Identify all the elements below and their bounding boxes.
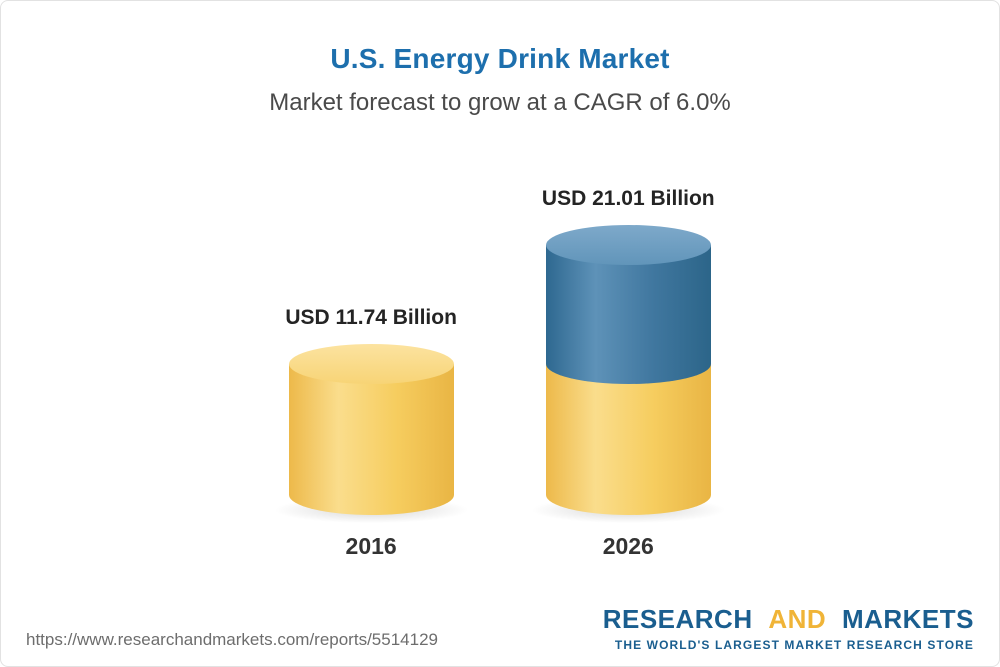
chart-title: U.S. Energy Drink Market: [330, 43, 670, 74]
bar-group-2026: USD 21.01 Billion 2026: [517, 187, 739, 560]
bar-group-2016: USD 11.74 Billion 2016: [260, 306, 482, 560]
research-and-markets-logo: RESEARCH AND MARKETS THE WORLD'S LARGEST…: [603, 605, 974, 652]
cylinder-2026: [517, 225, 739, 525]
logo-wordmark: RESEARCH AND MARKETS: [603, 605, 974, 634]
logo-word-research: RESEARCH: [602, 604, 753, 635]
cylinder-2026-base-segment: [545, 364, 711, 515]
cylinder-2026-top-cap: [545, 225, 711, 265]
report-url: https://www.researchandmarkets.com/repor…: [26, 630, 438, 649]
logo-word-markets: MARKETS: [841, 604, 974, 635]
logo-tagline: THE WORLD'S LARGEST MARKET RESEARCH STOR…: [614, 638, 974, 652]
cylinder-2016: [260, 344, 482, 525]
value-label-2016: USD 11.74 Billion: [285, 306, 457, 329]
bar-chart: USD 11.74 Billion 2016 USD 21.01 Billion…: [1, 187, 999, 560]
year-label-2016: 2016: [345, 533, 397, 559]
cylinder-2016-body: [288, 344, 454, 515]
footer: https://www.researchandmarkets.com/repor…: [26, 605, 974, 652]
cylinder-2016-top-cap: [288, 344, 454, 384]
cylinder-2026-growth-segment: [545, 225, 711, 384]
year-label-2026: 2026: [602, 533, 654, 559]
logo-word-and: AND: [768, 604, 827, 635]
chart-subtitle: Market forecast to grow at a CAGR of 6.0…: [269, 89, 731, 116]
value-label-2026: USD 21.01 Billion: [541, 187, 715, 210]
